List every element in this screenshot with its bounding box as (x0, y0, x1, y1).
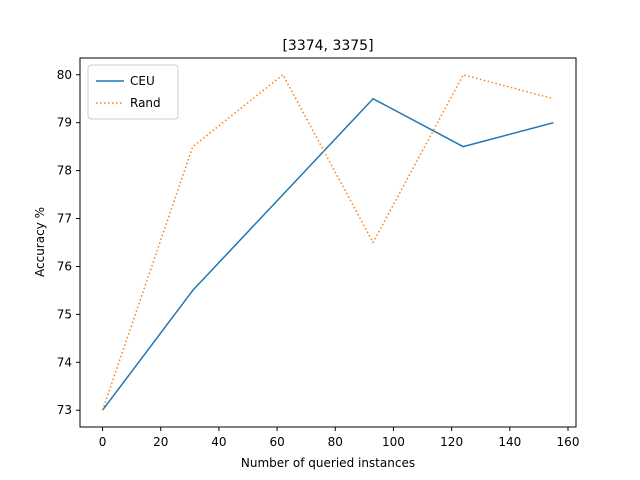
x-axis-ticks: 0 20 40 60 80 100 120 140 160 (99, 427, 580, 449)
series-line-1 (101, 74, 554, 411)
x-tick-label: 80 (328, 435, 343, 449)
x-axis-label: Number of queried instances (241, 456, 415, 470)
legend: CEU Rand (87, 64, 179, 120)
x-tick-label: 0 (99, 435, 107, 449)
legend-label-1: Rand (130, 96, 161, 110)
plot-frame (79, 57, 577, 428)
x-tick-label: 140 (498, 435, 521, 449)
x-tick-label: 120 (440, 435, 463, 449)
y-axis-ticks: 73 74 75 76 77 78 79 80 (57, 68, 80, 417)
y-tick-label: 77 (57, 212, 72, 226)
chart-title: [3374, 3375] (282, 38, 373, 54)
y-tick-label: 74 (57, 355, 72, 369)
y-tick-label: 78 (57, 164, 72, 178)
series-line-0 (101, 97, 554, 411)
legend-box (87, 64, 179, 120)
x-tick-label: 60 (269, 435, 284, 449)
x-tick-label: 20 (153, 435, 168, 449)
y-axis-label: Accuracy % (33, 207, 47, 277)
x-tick-label: 160 (557, 435, 580, 449)
legend-label-0: CEU (130, 74, 155, 88)
y-tick-label: 75 (57, 307, 72, 321)
y-tick-label: 76 (57, 259, 72, 273)
y-tick-label: 80 (57, 68, 72, 82)
y-tick-label: 79 (57, 116, 72, 130)
x-tick-label: 40 (211, 435, 226, 449)
series-layer (101, 74, 554, 411)
y-tick-label: 73 (57, 403, 72, 417)
x-tick-label: 100 (382, 435, 405, 449)
